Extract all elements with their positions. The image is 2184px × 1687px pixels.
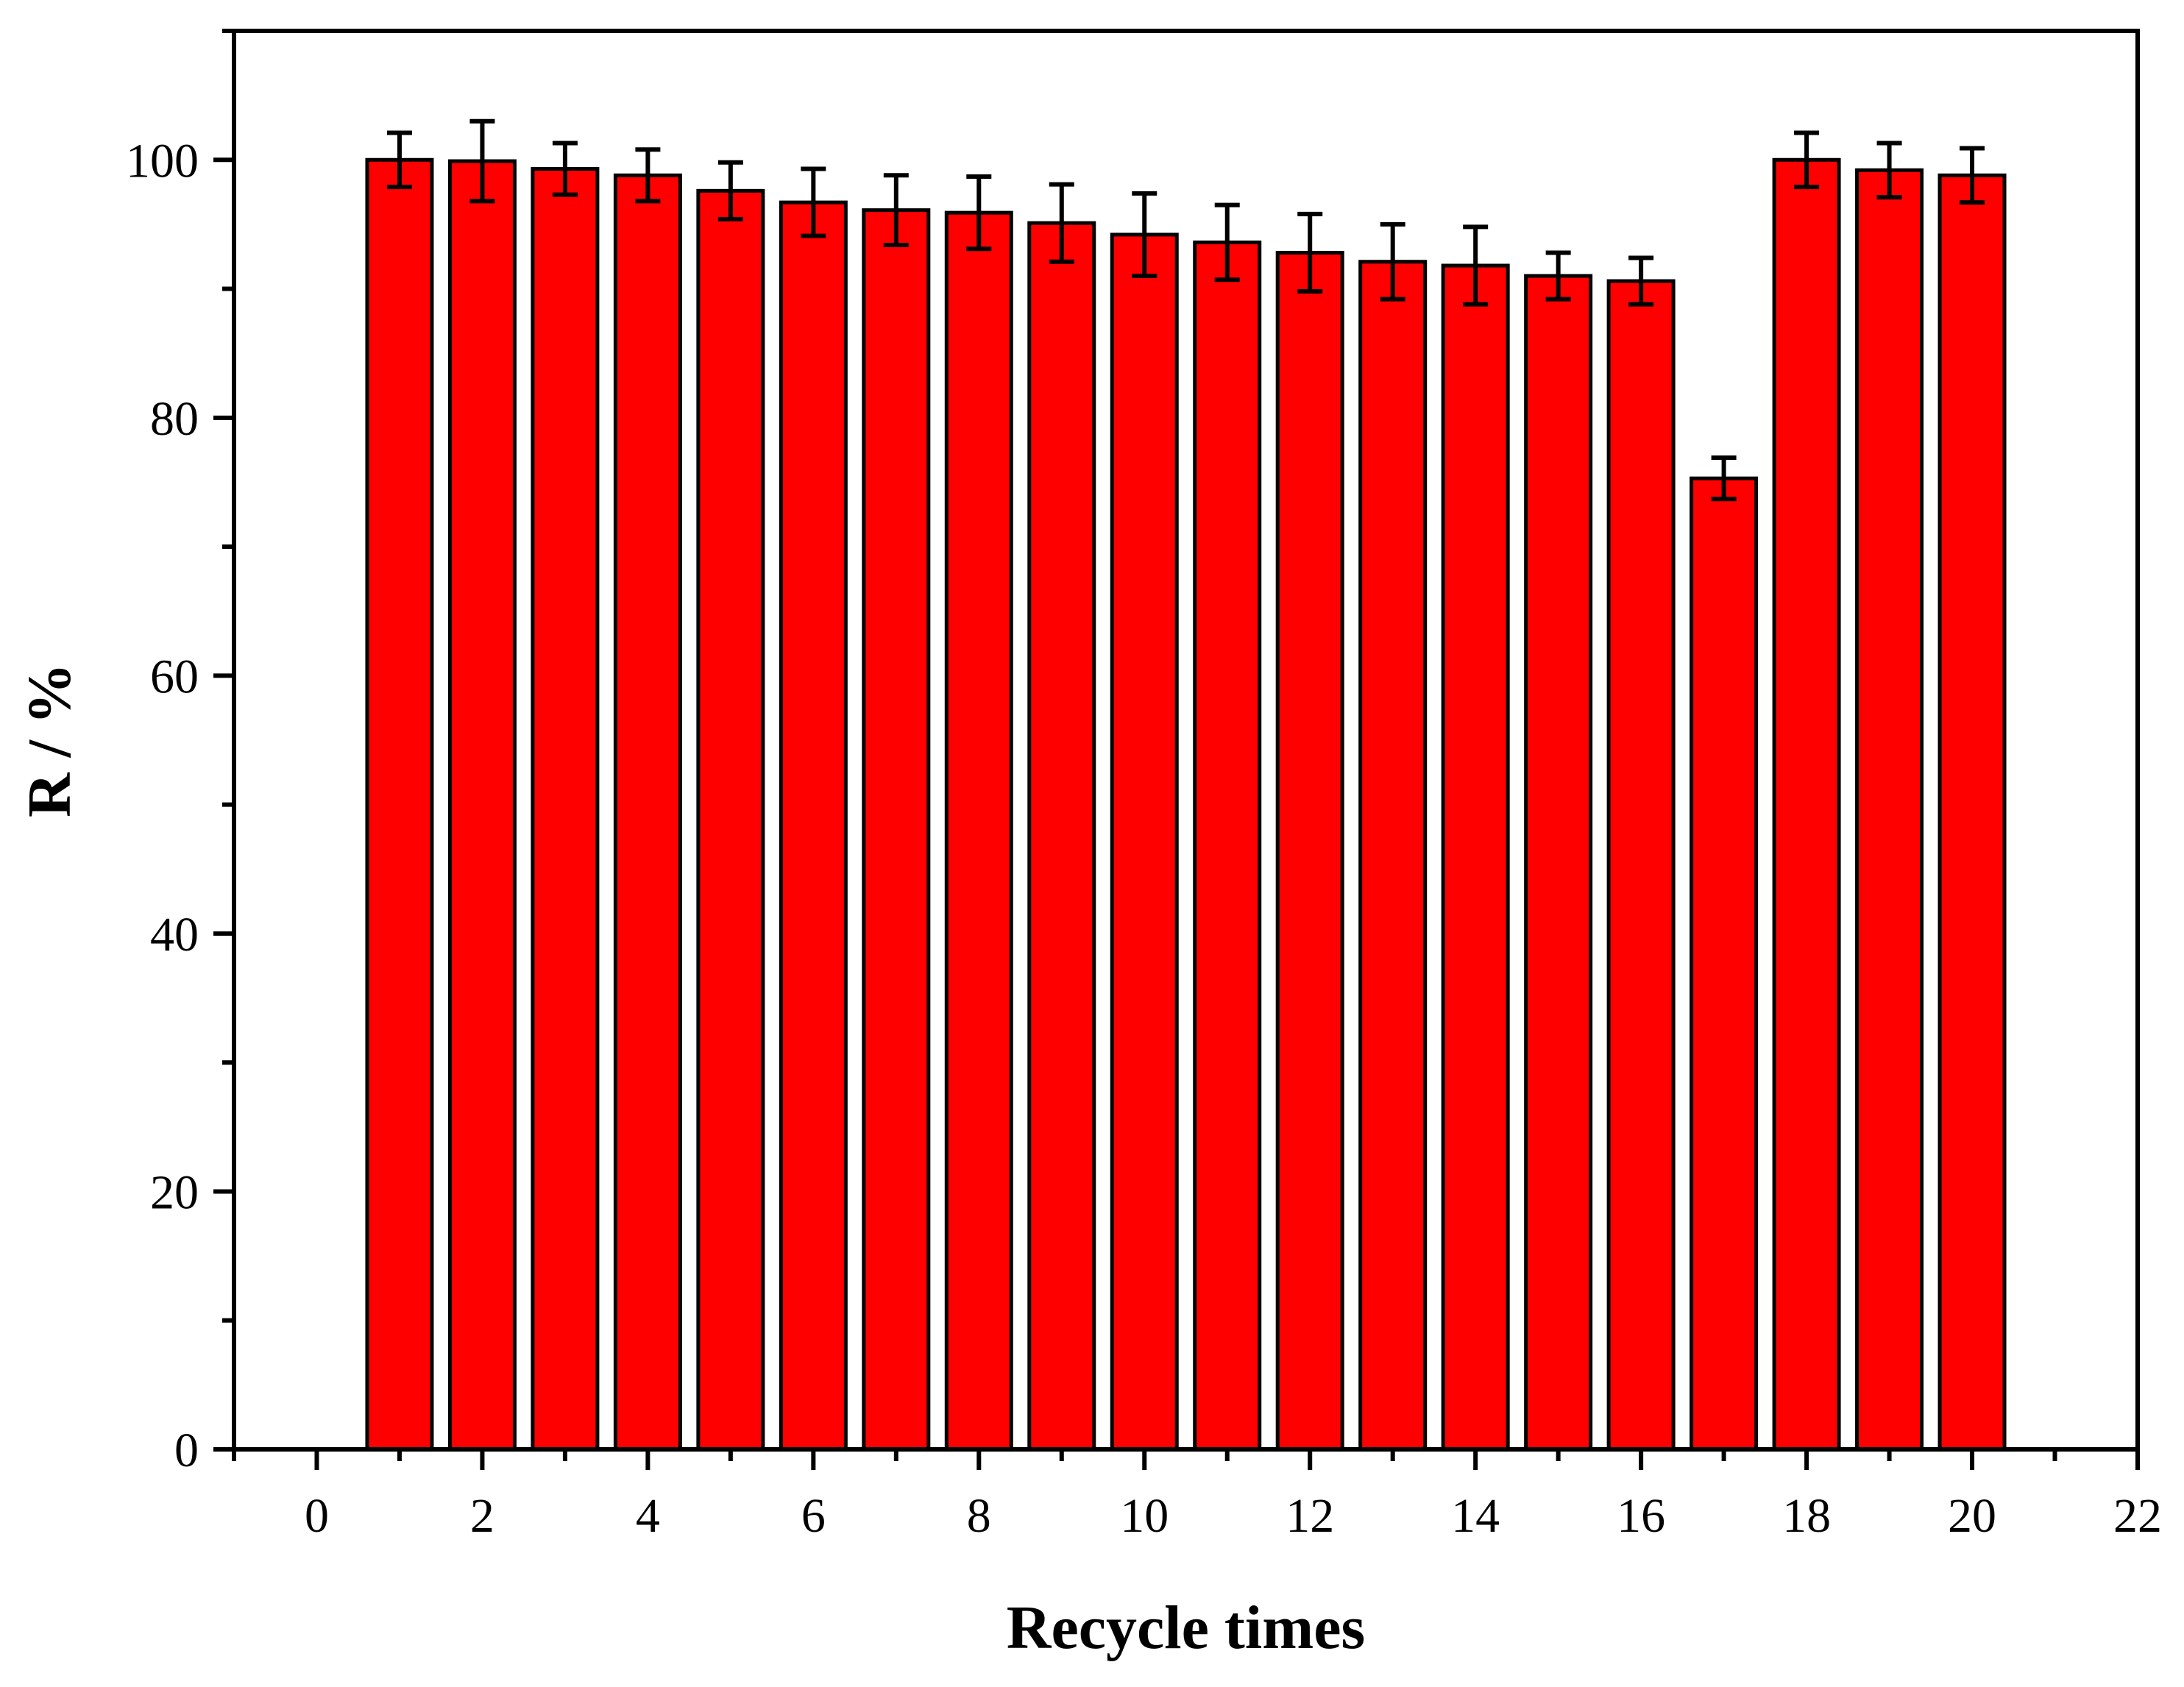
error-bar bbox=[1794, 130, 1820, 190]
x-axis-title: Recycle times bbox=[1007, 1594, 1365, 1662]
bar bbox=[531, 167, 600, 1452]
error-bar bbox=[1463, 224, 1489, 307]
error-bar bbox=[717, 160, 743, 221]
y-tick-label: 60 bbox=[150, 650, 199, 703]
x-tick-label: 18 bbox=[1782, 1489, 1831, 1543]
error-bar bbox=[801, 166, 826, 238]
bar bbox=[944, 210, 1013, 1452]
y-tick-label: 20 bbox=[150, 1165, 199, 1219]
x-tick-label: 22 bbox=[2113, 1489, 2162, 1543]
plot-frame bbox=[232, 29, 2140, 1452]
bar bbox=[1275, 250, 1344, 1452]
x-tick-label: 2 bbox=[470, 1489, 494, 1543]
bar bbox=[613, 173, 682, 1452]
bar bbox=[1690, 476, 1759, 1452]
bar bbox=[779, 200, 848, 1452]
bar bbox=[1441, 263, 1510, 1452]
x-tick-label: 10 bbox=[1120, 1489, 1169, 1543]
x-axis-ticks: 0 2 4 6 8 10 12 14 16 18 20 22 bbox=[232, 1449, 2162, 1543]
y-axis-ticks: 0 20 40 60 80 100 bbox=[126, 29, 234, 1477]
error-bar bbox=[1628, 255, 1654, 307]
bar bbox=[1110, 232, 1179, 1452]
y-tick-label: 80 bbox=[150, 392, 199, 446]
x-tick-label: 0 bbox=[305, 1489, 329, 1543]
error-bar bbox=[1545, 250, 1571, 302]
bar bbox=[365, 157, 434, 1452]
error-bar bbox=[552, 141, 578, 197]
bar bbox=[1027, 221, 1096, 1452]
error-bar bbox=[1297, 211, 1323, 294]
bar bbox=[1358, 260, 1428, 1452]
error-bar bbox=[386, 130, 412, 190]
x-tick-label: 4 bbox=[636, 1489, 660, 1543]
bars-layer bbox=[365, 157, 2007, 1452]
x-tick-label: 16 bbox=[1617, 1489, 1665, 1543]
error-bars-layer bbox=[386, 118, 1985, 502]
x-tick-label: 12 bbox=[1286, 1489, 1334, 1543]
bar bbox=[1855, 168, 1924, 1452]
y-axis-title: R / % bbox=[15, 663, 84, 817]
y-tick-label: 100 bbox=[126, 134, 199, 188]
bar bbox=[1193, 240, 1262, 1452]
error-bar bbox=[966, 174, 992, 252]
error-bar bbox=[883, 173, 909, 247]
bar bbox=[696, 188, 765, 1452]
error-bar bbox=[1214, 202, 1240, 283]
error-bar bbox=[1380, 221, 1405, 302]
bar bbox=[1524, 274, 1593, 1452]
error-bar bbox=[469, 118, 495, 204]
bar bbox=[1606, 279, 1676, 1452]
error-bar bbox=[635, 147, 661, 204]
x-tick-label: 6 bbox=[801, 1489, 826, 1543]
error-bar bbox=[1132, 191, 1157, 279]
bar bbox=[1772, 157, 1841, 1452]
x-tick-label: 14 bbox=[1451, 1489, 1500, 1543]
error-bar bbox=[1960, 146, 1985, 205]
error-bar bbox=[1876, 141, 1902, 200]
bar bbox=[862, 208, 931, 1452]
y-tick-label: 0 bbox=[174, 1424, 199, 1477]
x-tick-label: 20 bbox=[1948, 1489, 1996, 1543]
error-bar bbox=[1711, 455, 1737, 502]
bar bbox=[447, 159, 517, 1452]
y-tick-label: 40 bbox=[150, 908, 199, 962]
bar bbox=[1937, 173, 2007, 1452]
x-tick-label: 8 bbox=[967, 1489, 991, 1543]
error-bar bbox=[1049, 182, 1074, 264]
